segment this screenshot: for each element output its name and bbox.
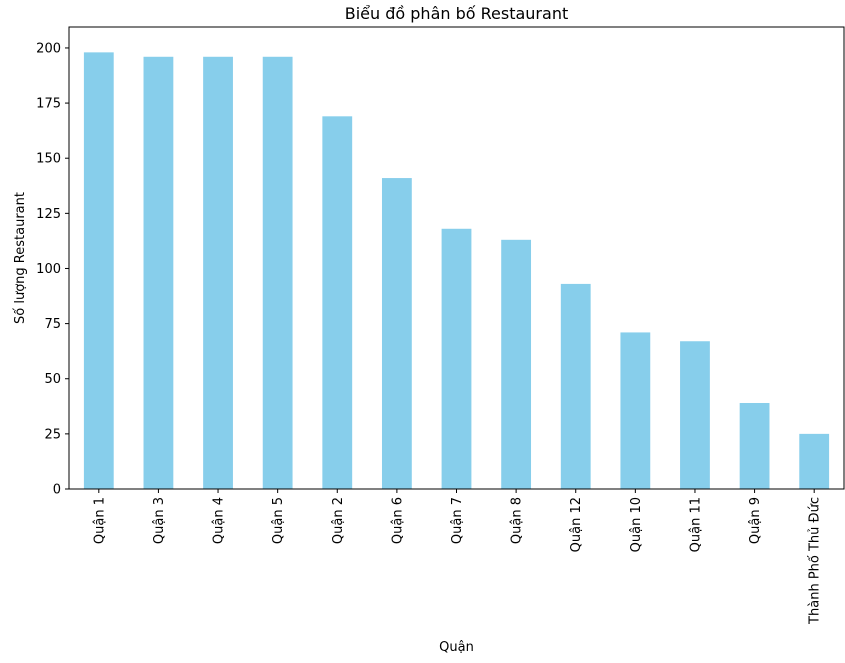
bar-1	[83, 52, 114, 489]
y-tick-label: 100	[36, 262, 61, 277]
chart-title: Biểu đồ phân bố Restaurant	[345, 4, 568, 23]
y-tick-label: 125	[36, 207, 61, 222]
bar-10	[620, 332, 651, 489]
bar-7	[441, 228, 472, 489]
bar-2	[143, 56, 174, 490]
y-tick-label: 75	[44, 317, 61, 332]
y-tick-label: 150	[36, 152, 61, 167]
x-tick-label: Thành Phố Thủ Đức	[808, 497, 823, 625]
y-tick-label: 25	[44, 427, 61, 442]
x-axis-label: Quận	[439, 640, 474, 655]
bar-4	[262, 56, 293, 490]
x-tick-label: Quận 7	[450, 497, 465, 544]
bar-6	[381, 178, 412, 489]
bar-5	[322, 116, 353, 489]
plot-frame	[68, 26, 845, 490]
bars-group	[83, 52, 830, 490]
y-tick-label: 200	[36, 41, 61, 56]
bar-12	[739, 402, 770, 489]
x-tick-label: Quận 6	[390, 497, 405, 544]
x-tick-label: Quận 9	[748, 497, 763, 544]
bar-9	[560, 283, 591, 489]
y-axis: 0 25 50 75 100 125 150 175 200	[36, 41, 69, 498]
bar-11	[680, 341, 710, 489]
x-tick-label: Quận 12	[569, 497, 584, 552]
x-tick-label: Quận 3	[152, 497, 167, 544]
x-axis: Quận 1 Quận 3 Quận 4 Quận 5 Quận 2 Quận 6 Quận…	[92, 489, 823, 625]
y-tick-label: 50	[44, 372, 61, 387]
x-tick-label: Quận 5	[271, 497, 286, 544]
x-tick-label: Quận 1	[92, 497, 107, 544]
bar-13	[799, 433, 830, 489]
bar-3	[203, 56, 233, 490]
y-tick-label: 175	[36, 97, 61, 112]
x-tick-label: Quận 8	[510, 497, 525, 544]
y-tick-label: 0	[53, 483, 61, 498]
y-axis-label: Số lượng Restaurant	[13, 192, 28, 324]
x-tick-label: Quận 11	[688, 497, 703, 552]
x-tick-label: Quận 10	[629, 497, 644, 552]
x-tick-label: Quận 2	[331, 497, 346, 544]
bar-8	[501, 239, 532, 489]
x-tick-label: Quận 4	[212, 497, 227, 544]
